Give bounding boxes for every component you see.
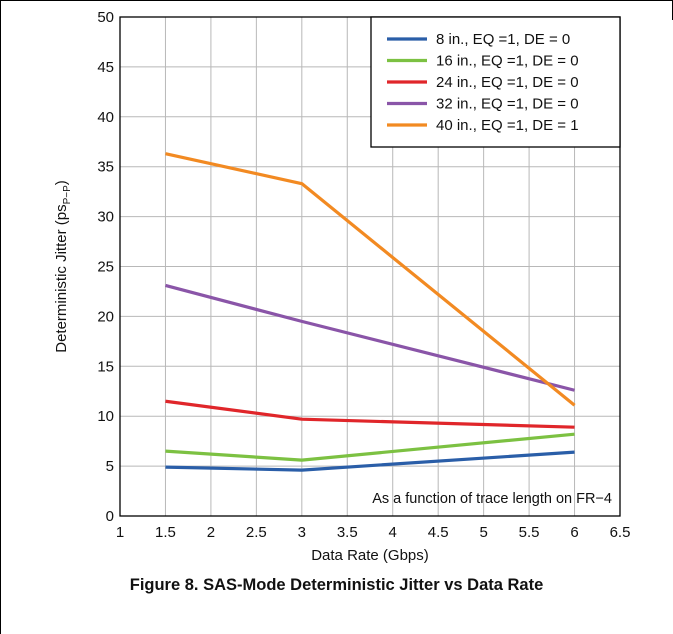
legend: 8 in., EQ =1, DE = 0 16 in., EQ =1, DE = … [370, 16, 621, 148]
y-tick-label: 40 [97, 109, 114, 126]
series-line-4 [165, 283, 575, 392]
series-line-5 [165, 152, 576, 407]
x-tick-label: 5 [479, 524, 487, 541]
legend-label: 16 in., EQ =1, DE = 0 [436, 53, 579, 70]
y-axis-title-main: Deterministic Jitter (ps [53, 204, 70, 352]
y-axis-title-close: ) [53, 180, 70, 185]
jitter-line-chart: 1 1.5 2 2.5 3 3.5 4 4.5 5 5.5 6 6.5 0 5 10 15 20 25 30 35 40… [53, 9, 630, 564]
legend-label: 8 in., EQ =1, DE = 0 [436, 31, 570, 48]
figure-caption: Figure 8. SAS-Mode Deterministic Jitter … [129, 576, 544, 594]
y-tick-label: 30 [97, 209, 114, 226]
x-tick-label: 6 [570, 524, 578, 541]
x-tick-label: 4 [389, 524, 397, 541]
x-tick-label: 3.5 [337, 524, 358, 541]
x-tick-label: 2.5 [246, 524, 267, 541]
y-tick-label: 15 [97, 358, 114, 375]
series-line-1 [165, 450, 575, 472]
x-axis-title: Data Rate (Gbps) [311, 547, 429, 564]
y-tick-label: 10 [97, 408, 114, 425]
series-line-3 [165, 399, 575, 429]
legend-label: 32 in., EQ =1, DE = 0 [436, 96, 579, 113]
y-tick-label: 5 [106, 458, 114, 475]
x-tick-label: 4.5 [428, 524, 449, 541]
x-tick-label: 3 [298, 524, 306, 541]
y-axis-title-subscript: P−P [62, 185, 73, 205]
y-axis-title: Deterministic Jitter (psP−P) [53, 180, 73, 353]
y-tick-label: 45 [97, 59, 114, 76]
x-tick-label: 1.5 [155, 524, 176, 541]
y-tick-label: 0 [106, 508, 114, 525]
x-tick-label: 1 [116, 524, 124, 541]
y-tick-label: 20 [97, 308, 114, 325]
series-line-2 [165, 432, 575, 462]
y-tick-label: 35 [97, 159, 114, 176]
x-tick-label: 6.5 [610, 524, 631, 541]
legend-label: 40 in., EQ =1, DE = 1 [436, 117, 579, 134]
tick-labels: 1 1.5 2 2.5 3 3.5 4 4.5 5 5.5 6 6.5 0 5 10 15 20 25 30 35 40… [97, 9, 630, 541]
chart-annotation: As a function of trace length on FR−4 [372, 491, 612, 507]
legend-label: 24 in., EQ =1, DE = 0 [436, 74, 579, 91]
y-tick-label: 25 [97, 259, 114, 276]
x-tick-label: 2 [207, 524, 215, 541]
series-lines [165, 152, 576, 472]
x-tick-label: 5.5 [519, 524, 540, 541]
plot-area-border [119, 16, 621, 517]
y-tick-label: 50 [97, 9, 114, 26]
